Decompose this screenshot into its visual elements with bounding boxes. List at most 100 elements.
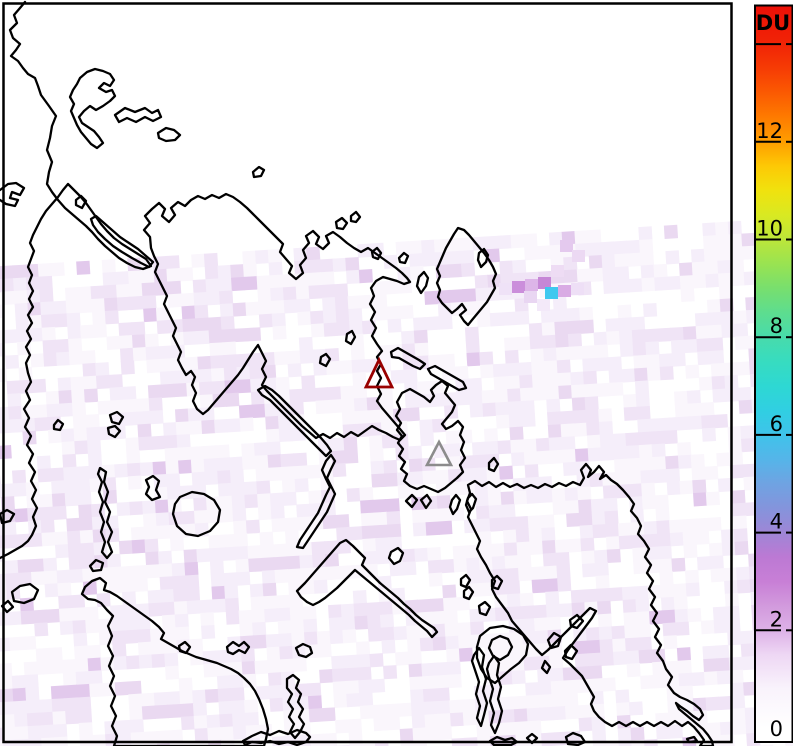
swath-noise-pixel: [510, 234, 525, 249]
swath-noise-pixel: [600, 651, 615, 667]
swath-noise-pixel: [408, 663, 423, 678]
swath-noise-pixel: [677, 454, 693, 469]
swath-noise-pixel: [165, 665, 180, 680]
swath-noise-pixel: [36, 455, 51, 470]
swath-noise-pixel: [145, 346, 160, 361]
swath-noise-pixel: [166, 691, 181, 706]
swath-noise-pixel: [6, 380, 21, 395]
swath-noise-pixel: [587, 242, 603, 257]
swath-noise-pixel: [87, 657, 102, 672]
swath-noise-pixel: [545, 385, 560, 401]
swath-noise-pixel: [123, 398, 138, 414]
coast-boot-island-inner: [487, 634, 514, 662]
swath-noise-pixel: [246, 327, 262, 342]
swath-noise-pixel: [242, 250, 257, 265]
swath-noise-pixel: [627, 252, 642, 267]
swath-noise-pixel: [210, 367, 226, 383]
swath-noise-pixel: [566, 307, 581, 322]
swath-noise-pixel: [707, 311, 722, 327]
swath-noise-pixel: [391, 587, 406, 602]
swath-noise-pixel: [129, 295, 144, 311]
swath-data-pixel: [524, 291, 537, 303]
swath-noise-pixel: [259, 531, 274, 546]
swath-noise-pixel: [360, 512, 376, 527]
swath-noise-pixel: [516, 336, 531, 351]
swath-noise-pixel: [622, 599, 637, 614]
swath-noise-pixel: [37, 468, 52, 483]
swath-noise-pixel: [269, 492, 285, 507]
swath-noise-pixel: [685, 582, 700, 597]
swath-noise-pixel: [238, 404, 254, 419]
swath-noise-pixel: [164, 447, 179, 462]
swath-noise-pixel: [471, 441, 487, 456]
swath-noise-pixel: [84, 606, 99, 621]
swath-noise-pixel: [155, 512, 170, 527]
swath-noise-pixel: [161, 601, 176, 616]
swath-noise-pixel: [603, 497, 618, 512]
swath-noise-pixel: [355, 423, 370, 438]
swath-noise-pixel: [52, 505, 67, 520]
swath-noise-pixel: [480, 364, 495, 379]
swath-noise-pixel: [741, 438, 756, 453]
swath-noise-pixel: [416, 380, 432, 396]
swath-noise-pixel: [343, 654, 359, 669]
swath-noise-pixel: [675, 416, 690, 431]
swath-noise-pixel: [0, 342, 6, 358]
swath-noise-pixel: [324, 540, 339, 555]
swath-noise-pixel: [343, 436, 358, 451]
coast-small-island-ne-of-group: [156, 126, 182, 143]
swath-noise-pixel: [634, 367, 649, 382]
swath-noise-pixel: [462, 288, 477, 303]
swath-noise-pixel: [693, 492, 708, 507]
swath-noise-pixel: [585, 409, 600, 424]
swath-noise-pixel: [0, 675, 14, 690]
swath-noise-pixel: [587, 229, 602, 244]
swath-noise-pixel: [245, 519, 261, 534]
swath-noise-pixel: [507, 400, 523, 416]
swath-noise-pixel: [67, 325, 82, 340]
swath-noise-pixel: [229, 456, 244, 471]
swath-noise-pixel: [221, 546, 237, 561]
swath-noise-pixel: [159, 576, 174, 591]
swath-noise-pixel: [525, 682, 540, 697]
swath-noise-pixel: [446, 648, 461, 663]
swath-noise-pixel: [9, 636, 24, 651]
swath-noise-pixel: [630, 726, 645, 742]
swath-noise-pixel: [31, 571, 46, 586]
swath-noise-pixel: [542, 334, 557, 349]
swath-noise-pixel: [38, 275, 53, 291]
swath-noise-pixel: [327, 604, 343, 619]
swath-noise-pixel: [366, 602, 381, 617]
swath-noise-pixel: [3, 329, 18, 344]
swath-noise-pixel: [469, 608, 484, 623]
swath-cluster-layer: [499, 240, 585, 311]
swath-noise-pixel: [268, 261, 283, 276]
swath-noise-pixel: [363, 563, 379, 578]
swath-noise-pixel: [504, 337, 519, 352]
swath-noise-pixel: [691, 671, 706, 687]
swath-noise-pixel: [596, 382, 611, 397]
swath-noise-pixel: [414, 342, 429, 357]
swath-noise-pixel: [676, 647, 692, 662]
swath-noise-pixel: [148, 602, 163, 617]
swath-noise-pixel: [12, 264, 27, 279]
swath-noise-pixel: [581, 550, 596, 565]
swath-noise-pixel: [114, 463, 129, 478]
swath-noise-pixel: [294, 683, 309, 698]
swath-noise-pixel: [726, 618, 741, 633]
coast-spike-east: [485, 654, 504, 735]
swath-noise-pixel: [721, 541, 736, 557]
swath-noise-pixel: [219, 303, 234, 318]
swath-data-pixel: [572, 250, 585, 262]
swath-noise-pixel: [179, 690, 194, 705]
swath-noise-pixel: [531, 579, 546, 594]
coast-spike-west: [470, 646, 489, 728]
swath-noise-pixel: [500, 696, 515, 711]
swath-noise-pixel: [405, 407, 420, 422]
swath-noise-pixel: [578, 499, 593, 514]
swath-noise-pixel: [509, 426, 524, 441]
swath-noise-pixel: [587, 447, 602, 462]
swath-noise-pixel: [442, 584, 457, 599]
swath-noise-pixel: [527, 515, 542, 530]
